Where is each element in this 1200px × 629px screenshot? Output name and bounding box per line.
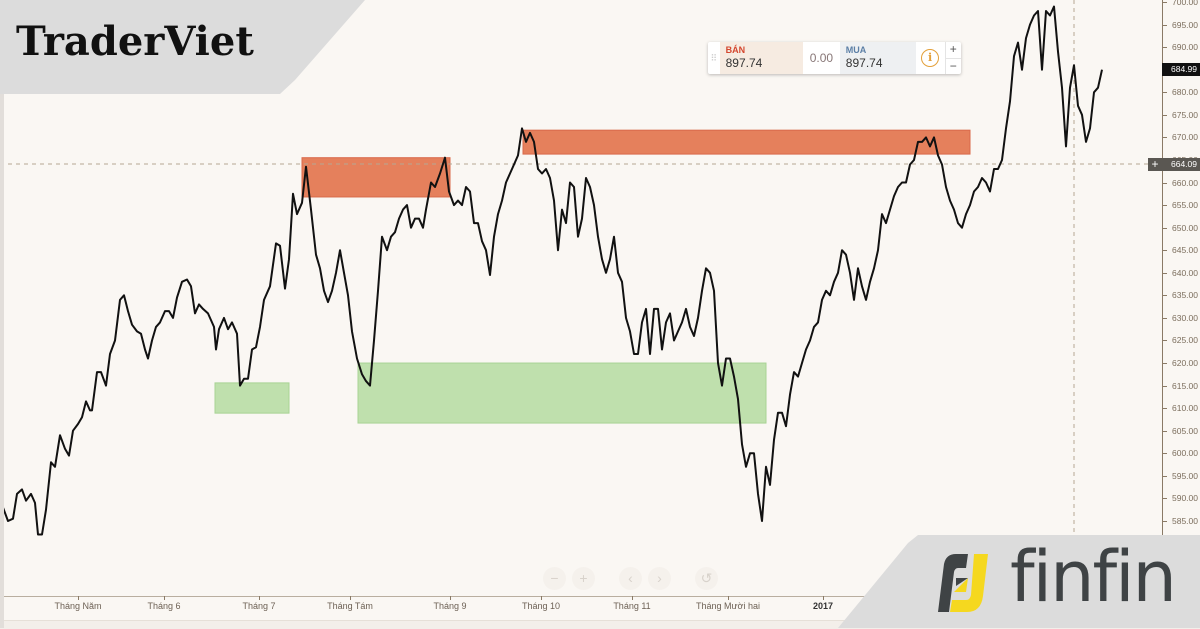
- x-tick-mark: [78, 596, 79, 600]
- reset-chart-button[interactable]: ↺: [695, 567, 718, 590]
- info-button[interactable]: i: [916, 42, 945, 74]
- sell-button[interactable]: BÁN 897.74: [719, 42, 804, 74]
- y-tick-label: 660.00: [1163, 177, 1200, 189]
- bottom-toolbar-strip: [0, 620, 1200, 629]
- y-tick-label: 670.00: [1163, 131, 1200, 143]
- plot-area[interactable]: [0, 0, 1162, 596]
- x-tick-mark: [350, 596, 351, 600]
- y-tick-label: 650.00: [1163, 222, 1200, 234]
- y-tick-label: 655.00: [1163, 199, 1200, 211]
- last-price-tag: 684.99: [1162, 63, 1200, 77]
- x-tick-label: Tháng Mười hai: [696, 601, 760, 611]
- x-tick-mark: [541, 596, 542, 600]
- buy-price: 897.74: [845, 56, 883, 70]
- demand-zone-1[interactable]: [214, 382, 290, 414]
- y-axis[interactable]: 700.00695.00690.00685.00680.00675.00670.…: [1162, 0, 1200, 596]
- buy-button[interactable]: MUA 897.74: [839, 42, 916, 74]
- buy-label: MUA: [845, 45, 867, 55]
- demand-zone-2[interactable]: [357, 362, 767, 424]
- decrease-button[interactable]: −: [949, 58, 957, 73]
- y-tick-label: 675.00: [1163, 109, 1200, 121]
- x-tick-mark: [728, 596, 729, 600]
- x-tick-label: 2017: [812, 601, 834, 611]
- traderviet-logo: TraderViet: [16, 18, 254, 65]
- x-tick-mark: [164, 596, 165, 600]
- quantity-stepper: + −: [944, 42, 961, 74]
- zoom-in-button[interactable]: +: [572, 567, 595, 590]
- y-tick-label: 630.00: [1163, 312, 1200, 324]
- price-line: [2, 5, 1103, 536]
- supply-zone-2[interactable]: [522, 129, 971, 155]
- x-tick-mark: [632, 596, 633, 600]
- left-edge-border: [0, 94, 4, 628]
- sell-label: BÁN: [725, 45, 746, 55]
- y-tick-label: 645.00: [1163, 244, 1200, 256]
- info-icon: i: [921, 49, 940, 67]
- y-tick-label: 620.00: [1163, 357, 1200, 369]
- crosshair-price-tag: 664.09: [1162, 157, 1200, 171]
- y-tick-label: 625.00: [1163, 334, 1200, 346]
- x-tick-mark: [259, 596, 260, 600]
- crosshair-plus-icon[interactable]: +: [1148, 157, 1162, 171]
- x-tick-label: Tháng 9: [433, 601, 467, 611]
- y-tick-label: 640.00: [1163, 267, 1200, 279]
- y-tick-label: 635.00: [1163, 289, 1200, 301]
- x-axis[interactable]: Tháng Năm Tháng 6 Tháng 7 Tháng Tám Tháng 9 T…: [0, 596, 1162, 621]
- x-tick-label: Tháng 10: [521, 601, 561, 611]
- chart-nav-controls: − + ‹ › ↺: [543, 567, 718, 591]
- x-tick-mark: [823, 596, 824, 600]
- x-tick-label: Tháng Năm: [54, 601, 102, 611]
- x-tick-label: Tháng Tám: [327, 601, 373, 611]
- scroll-right-button[interactable]: ›: [648, 567, 671, 590]
- increase-button[interactable]: +: [945, 42, 961, 59]
- y-tick-label: 690.00: [1163, 41, 1200, 53]
- y-tick-label: 700.00: [1163, 0, 1200, 8]
- y-tick-label: 695.00: [1163, 19, 1200, 31]
- sell-price: 897.74: [725, 56, 763, 70]
- x-tick-label: Tháng 7: [242, 601, 276, 611]
- scroll-left-button[interactable]: ‹: [619, 567, 642, 590]
- zoom-out-button[interactable]: −: [543, 567, 566, 590]
- finfin-logo: finfin: [1010, 536, 1177, 618]
- y-tick-label: 680.00: [1163, 86, 1200, 98]
- y-tick-label: 595.00: [1163, 470, 1200, 482]
- x-tick-mark: [450, 596, 451, 600]
- y-tick-label: 585.00: [1163, 515, 1200, 527]
- trade-widget: ⠿ BÁN 897.74 0.00 MUA 897.74 i + −: [708, 42, 961, 74]
- drag-handle-icon[interactable]: ⠿: [710, 52, 718, 63]
- zones-layer: [214, 129, 971, 424]
- y-tick-label: 610.00: [1163, 402, 1200, 414]
- x-tick-label: Tháng 6: [147, 601, 181, 611]
- y-tick-label: 590.00: [1163, 492, 1200, 504]
- y-tick-label: 605.00: [1163, 425, 1200, 437]
- x-tick-label: Tháng 11: [613, 601, 651, 611]
- y-tick-label: 600.00: [1163, 447, 1200, 459]
- finfin-mark-icon: [938, 554, 988, 612]
- y-tick-label: 615.00: [1163, 380, 1200, 392]
- spread-value: 0.00: [809, 51, 834, 65]
